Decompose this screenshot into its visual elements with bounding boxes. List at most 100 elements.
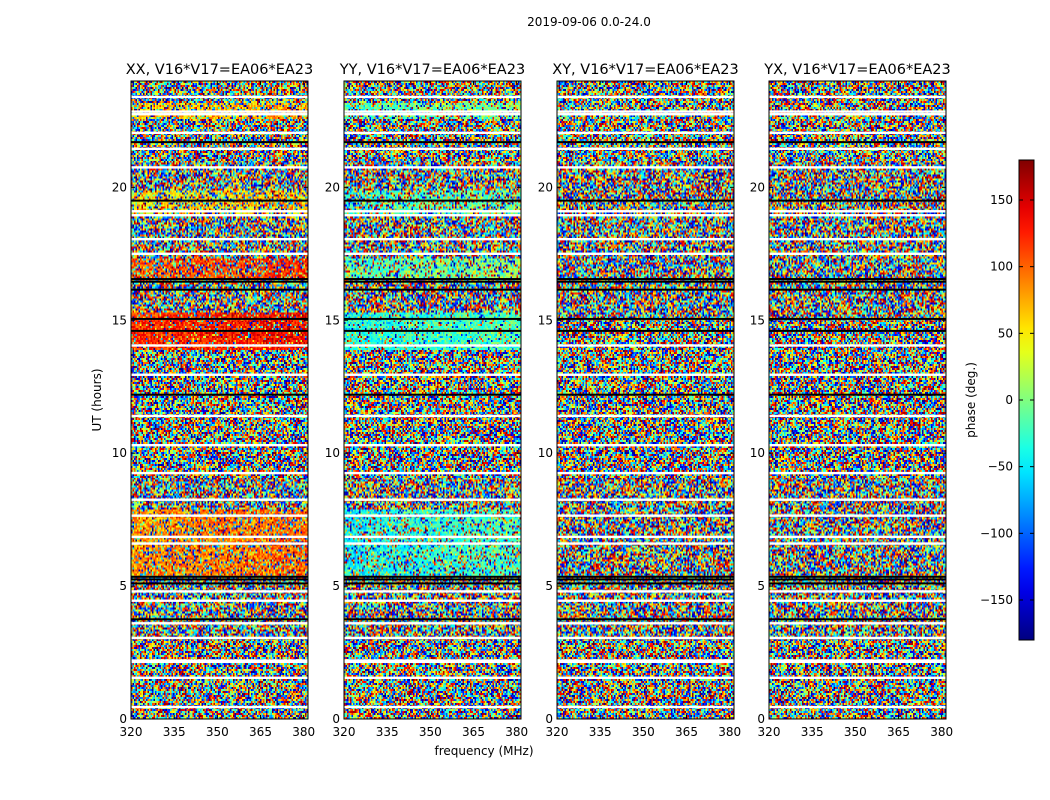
flagged-band (769, 166, 946, 169)
flagged-band (131, 95, 308, 99)
dense-band (557, 278, 734, 281)
dense-band (557, 393, 734, 396)
panel-frame (130, 80, 309, 720)
dense-band (557, 280, 734, 283)
flagged-band (344, 471, 521, 475)
dense-band (769, 199, 946, 202)
dense-band (769, 288, 946, 291)
flagged-band (344, 110, 521, 113)
dense-band (131, 578, 308, 581)
y-tick-label: 10 (538, 446, 553, 460)
panel-xy: XY, V16*V17=EA06*EA23 320 335 350 365 380 0 5 10… (538, 62, 741, 739)
x-tick-label: 365 (249, 725, 272, 739)
flagged-band (344, 590, 521, 593)
panel-frame (556, 80, 735, 720)
flagged-band (344, 252, 521, 255)
dense-band (769, 141, 946, 144)
flagged-band (557, 705, 734, 709)
flagged-band (344, 705, 521, 709)
flagged-band (769, 590, 946, 593)
dense-band (131, 199, 308, 202)
flagged-band (344, 214, 521, 217)
y-tick-label: 0 (757, 712, 765, 726)
dense-band (131, 575, 308, 578)
colorbar-tick-label: −150 (980, 593, 1013, 607)
flagged-band (131, 414, 308, 418)
flagged-band (557, 214, 734, 217)
y-tick-label: 20 (325, 180, 340, 194)
x-tick-label: 350 (206, 725, 229, 739)
dense-band (769, 575, 946, 578)
flagged-band (557, 676, 734, 679)
flagged-band (344, 498, 521, 501)
flagged-band (131, 599, 308, 602)
flagged-band (557, 252, 734, 255)
x-tick-label: 320 (758, 725, 781, 739)
dense-band (344, 278, 521, 281)
dense-band (131, 317, 308, 320)
panel-yy: YY, V16*V17=EA06*EA23 320 335 350 365 380 0 5 10… (325, 62, 528, 739)
dense-band (344, 199, 521, 202)
flagged-band (557, 590, 734, 593)
flagged-band (769, 636, 946, 640)
flagged-band (131, 131, 308, 135)
panel-title: YX, V16*V17=EA06*EA23 (763, 62, 950, 78)
dense-band (557, 329, 734, 332)
flagged-band (769, 113, 946, 116)
flagged-band (557, 599, 734, 602)
dense-band (131, 329, 308, 332)
x-tick-label: 335 (589, 725, 612, 739)
y-tick-label: 10 (325, 446, 340, 460)
dense-band (557, 578, 734, 581)
flagged-band (344, 443, 521, 447)
colorbar-tick-label: 150 (990, 193, 1013, 207)
flagged-band (344, 166, 521, 169)
flagged-band (769, 535, 946, 539)
y-tick-label: 0 (119, 712, 127, 726)
flagged-band (557, 210, 734, 213)
dense-band (344, 578, 521, 581)
dense-band (769, 329, 946, 332)
panel-title: XY, V16*V17=EA06*EA23 (552, 62, 738, 78)
x-tick-label: 365 (462, 725, 485, 739)
flagged-band (557, 514, 734, 517)
flagged-band (557, 237, 734, 241)
flagged-band (131, 535, 308, 539)
dense-band (131, 618, 308, 621)
flagged-band (769, 622, 946, 625)
flagged-band (557, 636, 734, 640)
flagged-band (557, 414, 734, 418)
dense-band (344, 575, 521, 578)
dense-band (344, 329, 521, 332)
y-axis-label: UT (hours) (90, 368, 104, 431)
panel-title: XX, V16*V17=EA06*EA23 (126, 62, 314, 78)
flagged-band (769, 514, 946, 517)
dense-band (557, 582, 734, 585)
flagged-band (769, 110, 946, 113)
flagged-band (131, 210, 308, 213)
flagged-band (769, 95, 946, 99)
colorbar-tick-label: −50 (988, 460, 1013, 474)
dense-band (557, 288, 734, 291)
colorbar: 150 100 50 0 −50 −100 −150 (980, 159, 1035, 641)
flagged-band (769, 542, 946, 545)
dense-band (344, 317, 521, 320)
flagged-band (131, 471, 308, 475)
x-tick-label: 380 (505, 725, 528, 739)
flagged-band (769, 252, 946, 255)
flagged-band (344, 131, 521, 135)
flagged-band (344, 599, 521, 602)
panels-group: XX, V16*V17=EA06*EA23 320 335 350 365 380 0 5 10… (112, 62, 953, 739)
flagged-band (344, 660, 521, 664)
y-tick-label: 5 (545, 579, 553, 593)
flagged-band (131, 443, 308, 447)
flagged-band (557, 498, 734, 501)
y-tick-label: 15 (325, 313, 340, 327)
flagged-band (131, 676, 308, 679)
flagged-band (769, 414, 946, 418)
dense-band (769, 280, 946, 283)
dense-band (557, 618, 734, 621)
colorbar-tick-label: −100 (980, 526, 1013, 540)
flagged-band (769, 471, 946, 475)
